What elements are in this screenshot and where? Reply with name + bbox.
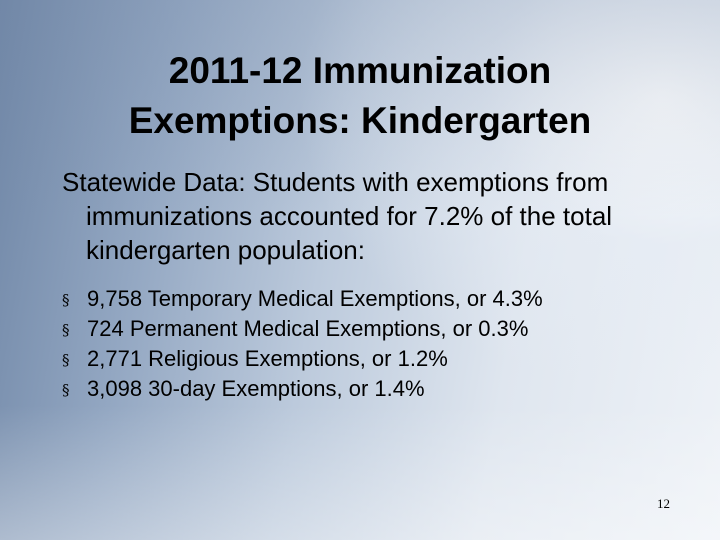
- slide-title-line-1: 2011-12 Immunization: [168, 50, 552, 91]
- exemption-list: § 9,758 Temporary Medical Exemptions, or…: [62, 284, 672, 404]
- intro-text: Statewide Data: Students with exemptions…: [62, 167, 613, 265]
- section-bullet-icon: §: [62, 381, 70, 399]
- list-item: § 724 Permanent Medical Exemptions, or 0…: [62, 314, 672, 344]
- section-bullet-icon: §: [62, 291, 70, 309]
- list-item: § 2,771 Religious Exemptions, or 1.2%: [62, 344, 672, 374]
- page-number: 12: [657, 496, 670, 511]
- list-item-text: 3,098 30-day Exemptions, or 1.4%: [87, 376, 425, 401]
- list-item-text: 2,771 Religious Exemptions, or 1.2%: [87, 346, 448, 371]
- slide-title-line-2: Exemptions: Kindergarten: [128, 100, 592, 141]
- list-item: § 3,098 30-day Exemptions, or 1.4%: [62, 374, 672, 404]
- slide-title: 2011-12 Immunization Exemptions: Kinderg…: [40, 46, 680, 146]
- list-item: § 9,758 Temporary Medical Exemptions, or…: [62, 284, 672, 314]
- section-bullet-icon: §: [62, 351, 70, 369]
- section-bullet-icon: §: [62, 321, 70, 339]
- list-item-text: 724 Permanent Medical Exemptions, or 0.3…: [87, 316, 529, 341]
- list-item-text: 9,758 Temporary Medical Exemptions, or 4…: [87, 286, 543, 311]
